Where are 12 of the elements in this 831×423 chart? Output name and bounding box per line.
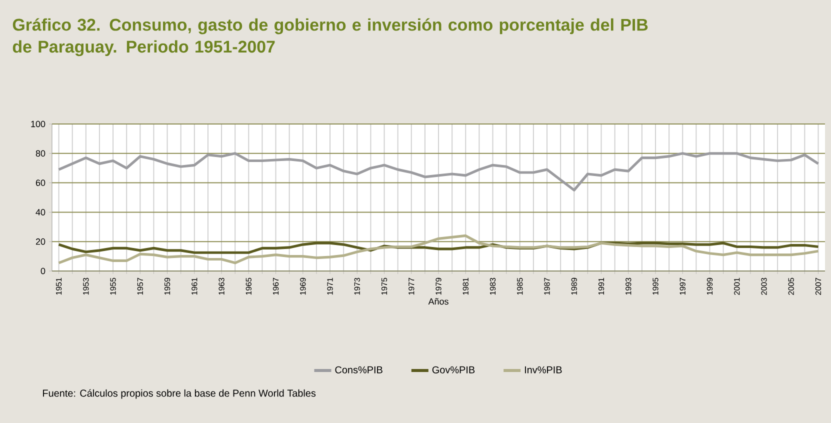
y-tick-label: 40 (36, 209, 46, 216)
legend-label: Gov%PIB (432, 366, 475, 374)
y-tick-label: 100 (31, 120, 46, 128)
source-note: Fuente: Cálculos propios sobre la base de Penn World Tables (43, 389, 316, 399)
x-axis-title: Años (428, 298, 448, 305)
legend-label: Cons%PIB (335, 366, 382, 374)
legend-label: Inv%PIB (524, 366, 562, 374)
y-tick-label: 0 (40, 268, 46, 274)
y-tick-label: 60 (36, 180, 46, 186)
y-tick-label: 80 (36, 150, 46, 157)
y-tick-label: 20 (36, 238, 46, 245)
chart-title: Gráfico 32. Consumo, gasto de gobierno e inversión como porcentaje del PIB de Paraguay. Periodo 1951-2007 (12, 18, 648, 56)
